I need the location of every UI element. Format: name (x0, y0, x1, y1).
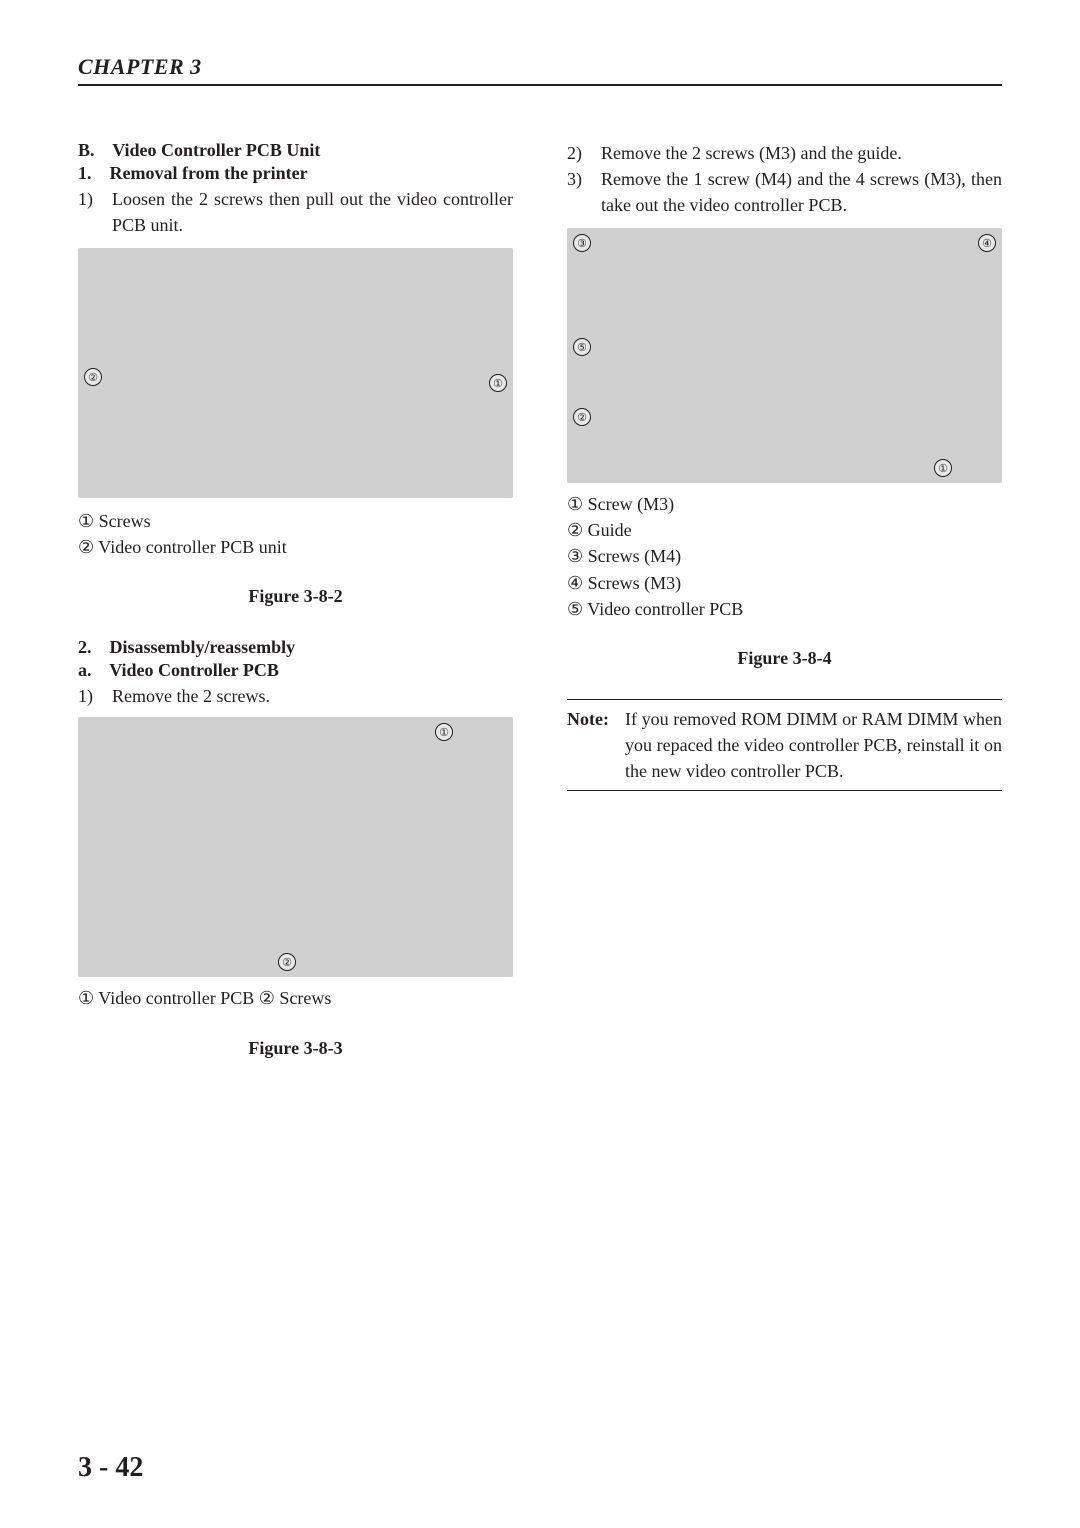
fig3-callout-4: ④ (978, 234, 996, 252)
fig3-legend-1: ① Screw (M3) (567, 491, 1002, 517)
left-item-1-text: Loosen the 2 screws then pull out the vi… (112, 186, 513, 238)
fig3-legend-2: ② Guide (567, 517, 1002, 543)
fig3-legend-4: ④ Screws (M3) (567, 570, 1002, 596)
right-item-2-num: 2) (567, 140, 591, 166)
step-1-title: Removal from the printer (110, 163, 308, 183)
right-item-3-text: Remove the 1 screw (M4) and the 4 screws… (601, 166, 1002, 218)
figure-3-8-2-image: ② ① (78, 248, 513, 498)
step-a-heading: a. Video Controller PCB (78, 660, 513, 681)
step-2-heading: 2. Disassembly/reassembly (78, 637, 513, 658)
two-column-layout: B. Video Controller PCB Unit 1. Removal … (78, 140, 1002, 1089)
note-text: If you removed ROM DIMM or RAM DIMM when… (625, 706, 1002, 784)
fig2-legend: ① Video controller PCB ② Screws (78, 985, 513, 1011)
fig3-callout-5: ⑤ (573, 338, 591, 356)
left-column: B. Video Controller PCB Unit 1. Removal … (78, 140, 513, 1089)
fig1-callout-2: ② (84, 368, 102, 386)
fig2-callout-2: ② (278, 953, 296, 971)
fig1-legend-2: ② Video controller PCB unit (78, 534, 513, 560)
note-block: Note: If you removed ROM DIMM or RAM DIM… (567, 699, 1002, 791)
right-column: 2) Remove the 2 screws (M3) and the guid… (567, 140, 1002, 1089)
figure-3-8-2-caption: Figure 3-8-2 (78, 586, 513, 607)
left-item-1-num: 1) (78, 186, 102, 238)
left-item-a1-num: 1) (78, 683, 102, 709)
section-b-title: Video Controller PCB Unit (112, 140, 320, 160)
page-number: 3 - 42 (78, 1452, 143, 1484)
left-item-a1: 1) Remove the 2 screws. (78, 683, 513, 709)
step-a-title: Video Controller PCB (109, 660, 279, 680)
right-item-2: 2) Remove the 2 screws (M3) and the guid… (567, 140, 1002, 166)
step-1-heading: 1. Removal from the printer (78, 163, 513, 184)
section-b-heading: B. Video Controller PCB Unit (78, 140, 513, 161)
left-item-1: 1) Loosen the 2 screws then pull out the… (78, 186, 513, 238)
fig3-legend-3: ③ Screws (M4) (567, 543, 1002, 569)
section-b-prefix: B. (78, 140, 95, 160)
fig3-callout-2: ② (573, 408, 591, 426)
note-label: Note: (567, 706, 609, 784)
fig2-callout-1: ① (435, 723, 453, 741)
figure-3-8-3-caption: Figure 3-8-3 (78, 1038, 513, 1059)
fig3-callout-1: ① (934, 459, 952, 477)
header-rule (78, 84, 1002, 86)
right-item-3-num: 3) (567, 166, 591, 218)
step-1-prefix: 1. (78, 163, 92, 183)
right-item-2-text: Remove the 2 screws (M3) and the guide. (601, 140, 1002, 166)
figure-3-8-4-caption: Figure 3-8-4 (567, 648, 1002, 669)
fig3-callout-3: ③ (573, 234, 591, 252)
right-item-3: 3) Remove the 1 screw (M4) and the 4 scr… (567, 166, 1002, 218)
left-item-a1-text: Remove the 2 screws. (112, 683, 513, 709)
step-a-prefix: a. (78, 660, 92, 680)
figure-3-8-4-image: ③ ④ ⑤ ② ① (567, 228, 1002, 483)
step-2-prefix: 2. (78, 637, 92, 657)
fig3-legend-5: ⑤ Video controller PCB (567, 596, 1002, 622)
figure-3-8-3-image: ① ② (78, 717, 513, 977)
fig1-legend-1: ① Screws (78, 508, 513, 534)
step-2-title: Disassembly/reassembly (110, 637, 296, 657)
chapter-header: CHAPTER 3 (78, 54, 1002, 80)
fig1-callout-1: ① (489, 374, 507, 392)
